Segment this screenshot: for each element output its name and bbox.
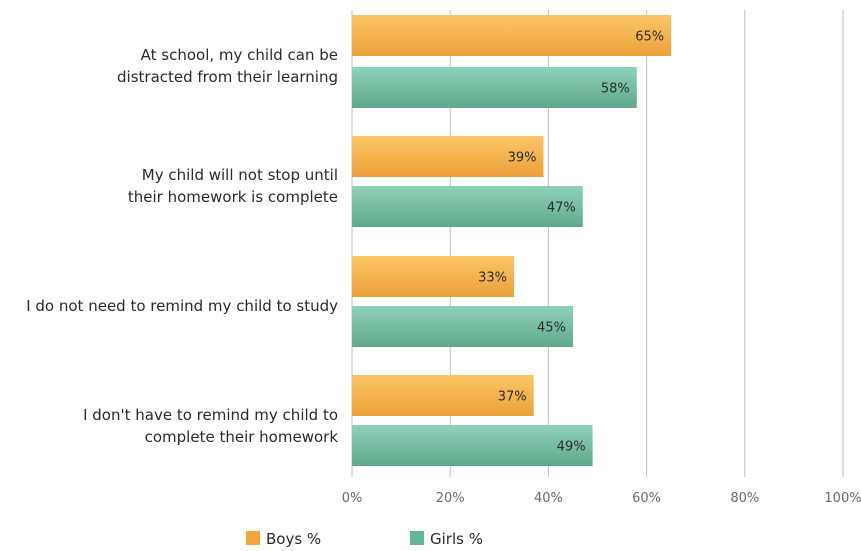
category-label: their homework is complete (128, 188, 338, 206)
category-label: My child will not stop until (142, 166, 338, 184)
boys-legend-label: Boys % (266, 530, 321, 548)
legend: Boys % Girls % (246, 530, 483, 548)
x-tick-label: 80% (730, 491, 759, 506)
category-label: distracted from their learning (117, 68, 338, 86)
x-tick-label: 20% (436, 491, 465, 506)
boys-legend-swatch (246, 531, 260, 545)
boys-data-label: 65% (635, 30, 664, 45)
category-labels: At school, my child can be distracted fro… (26, 46, 338, 446)
bars: 65% 39% 33% 37% 58% 47% 45% 49% (352, 15, 672, 466)
girls-bar (352, 306, 573, 347)
girls-legend-swatch (410, 531, 424, 545)
girls-data-label: 58% (601, 82, 630, 97)
boys-bar (352, 15, 672, 56)
girls-bar (352, 186, 583, 227)
girls-legend-label: Girls % (430, 530, 483, 548)
girls-bar (352, 67, 637, 108)
boys-bar (352, 375, 534, 416)
boys-data-label: 33% (478, 271, 507, 286)
girls-bar (352, 425, 593, 466)
x-tick-label: 0% (342, 491, 363, 506)
girls-data-label: 47% (547, 201, 576, 216)
boys-bar (352, 136, 544, 177)
boys-data-label: 39% (508, 151, 537, 166)
x-axis-ticks: 0% 20% 40% 60% 80% 100% (342, 491, 861, 506)
x-tick-label: 100% (824, 491, 861, 506)
x-tick-label: 40% (534, 491, 563, 506)
girls-data-label: 45% (537, 321, 566, 336)
category-label: I don't have to remind my child to (83, 406, 338, 424)
boys-data-label: 37% (498, 390, 527, 405)
x-tick-label: 60% (632, 491, 661, 506)
boys-bar (352, 256, 515, 297)
girls-data-label: 49% (557, 440, 586, 455)
category-label: At school, my child can be (141, 46, 338, 64)
category-label: complete their homework (145, 428, 339, 446)
category-label: I do not need to remind my child to stud… (26, 297, 338, 315)
